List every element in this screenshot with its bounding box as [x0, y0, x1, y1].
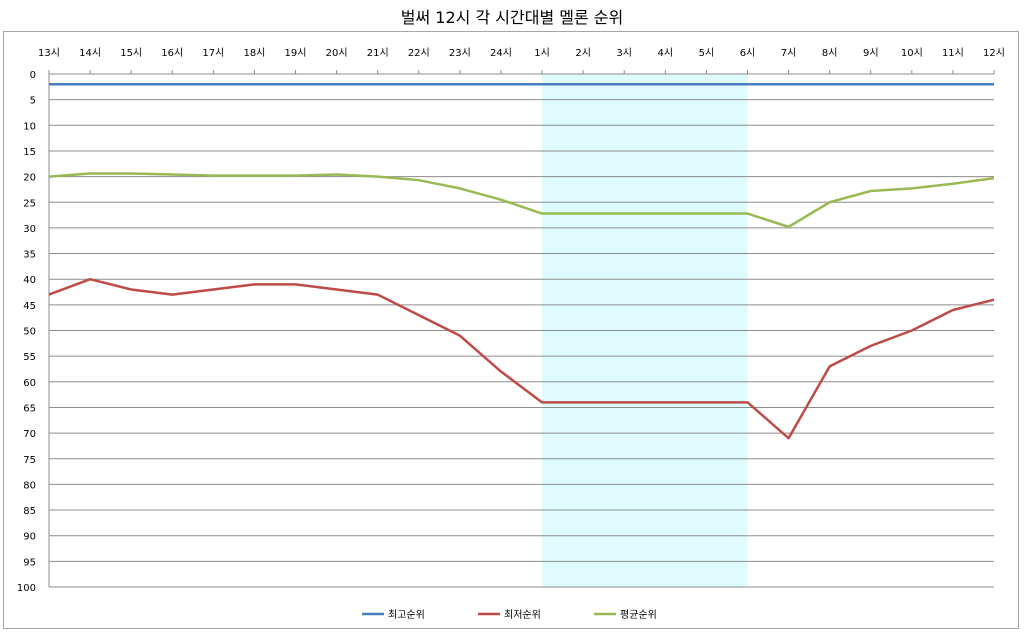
- y-tick-label: 95: [23, 557, 36, 568]
- x-tick-label: 3시: [616, 47, 632, 59]
- y-tick-label: 90: [23, 532, 36, 543]
- y-tick-label: 60: [23, 378, 36, 389]
- x-tick-label: 18시: [243, 47, 265, 59]
- x-tick-label: 6시: [740, 47, 756, 59]
- x-tick-label: 23시: [449, 47, 471, 59]
- x-tick-label: 15시: [120, 47, 142, 59]
- y-tick-label: 65: [23, 403, 36, 414]
- legend-label: 평균순위: [620, 608, 657, 621]
- x-tick-label: 14시: [79, 47, 101, 59]
- x-tick-label: 13시: [38, 47, 60, 59]
- x-tick-label: 17시: [202, 47, 224, 59]
- x-tick-label: 1시: [534, 47, 550, 59]
- x-tick-label: 4시: [658, 47, 674, 59]
- y-tick-label: 10: [23, 121, 36, 132]
- x-tick-label: 16시: [161, 47, 183, 59]
- x-tick-label: 19시: [285, 47, 307, 59]
- y-tick-label: 55: [23, 352, 36, 363]
- y-tick-label: 25: [23, 198, 36, 209]
- y-tick-label: 85: [23, 506, 36, 517]
- y-tick-label: 100: [17, 583, 36, 594]
- y-tick-label: 20: [23, 173, 36, 184]
- x-tick-label: 2시: [575, 47, 591, 59]
- y-tick-label: 75: [23, 455, 36, 466]
- legend-label: 최저순위: [504, 608, 541, 621]
- x-tick-label: 5시: [699, 47, 715, 59]
- x-tick-label: 7시: [781, 47, 797, 59]
- y-tick-label: 80: [23, 480, 36, 491]
- y-tick-label: 5: [30, 96, 36, 107]
- legend-label: 최고순위: [388, 608, 425, 621]
- chart-title: 벌써 12시 각 시간대별 멜론 순위: [400, 8, 624, 27]
- series-line: [48, 172, 995, 229]
- y-tick-label: 50: [23, 327, 36, 338]
- x-tick-label: 24시: [490, 47, 512, 59]
- y-tick-label: 30: [23, 224, 36, 235]
- x-tick-label: 22시: [408, 47, 430, 59]
- x-tick-label: 11시: [942, 47, 964, 59]
- y-tick-label: 0: [30, 70, 36, 81]
- y-tick-label: 40: [23, 275, 36, 286]
- series-line: [48, 277, 995, 440]
- x-tick-label: 9시: [863, 47, 879, 59]
- x-tick-label: 12시: [983, 47, 1005, 59]
- chart-frame: [3, 31, 1019, 629]
- y-tick-label: 15: [23, 147, 36, 158]
- y-tick-label: 45: [23, 301, 36, 312]
- y-tick-label: 35: [23, 250, 36, 261]
- x-tick-label: 8시: [822, 47, 838, 59]
- x-tick-label: 20시: [326, 47, 348, 59]
- x-tick-label: 21시: [367, 47, 389, 59]
- y-tick-label: 70: [23, 429, 36, 440]
- x-tick-label: 10시: [901, 47, 923, 59]
